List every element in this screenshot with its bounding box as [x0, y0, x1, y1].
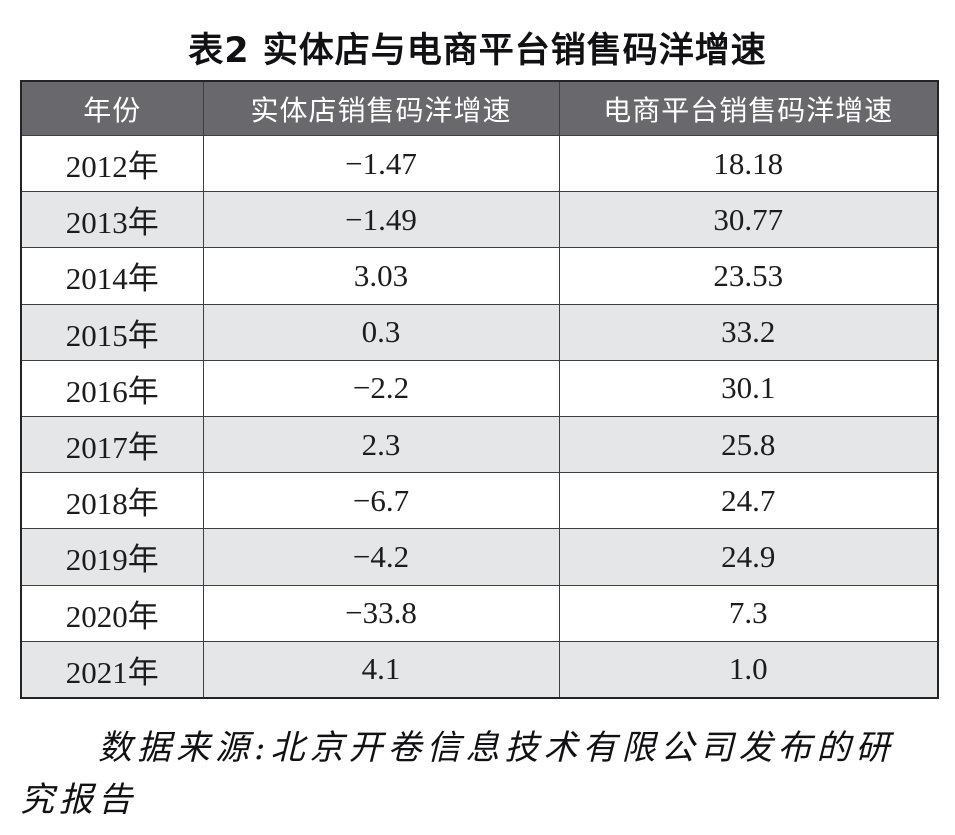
table-title: 表2 实体店与电商平台销售码洋增速	[188, 31, 767, 71]
table-row: 2021年 4.1 1.0	[20, 640, 939, 699]
ecommerce-growth-cell: 30.1	[558, 359, 939, 417]
year-cell: 2016年	[20, 359, 204, 417]
ecommerce-growth-cell: 24.9	[558, 528, 939, 586]
year-cell: 2012年	[20, 134, 204, 193]
year-cell: 2020年	[20, 584, 204, 642]
physical-store-growth-cell: −2.2	[202, 359, 560, 417]
table-row: 2014年 3.03 23.53	[20, 247, 939, 305]
table-row: 2017年 2.3 25.8	[20, 415, 939, 474]
physical-store-growth-cell: 0.3	[202, 303, 560, 361]
year-cell: 2019年	[20, 528, 204, 586]
physical-store-growth-cell: −1.47	[202, 134, 560, 193]
year-cell: 2017年	[20, 415, 204, 474]
table-row: 2012年 −1.47 18.18	[20, 134, 939, 193]
table-row: 2013年 −1.49 30.77	[20, 191, 939, 249]
table-row: 2018年 −6.7 24.7	[20, 472, 939, 530]
physical-store-growth-cell: −1.49	[202, 191, 560, 249]
table-row: 2015年 0.3 33.2	[20, 303, 939, 361]
year-cell: 2018年	[20, 472, 204, 530]
ecommerce-growth-cell: 18.18	[558, 134, 939, 193]
header-row: 年份 实体店销售码洋增速 电商平台销售码洋增速	[20, 80, 939, 136]
data-source-line-1: 数据来源:北京开卷信息技术有限公司发布的研	[98, 728, 895, 768]
physical-store-growth-cell: −4.2	[202, 528, 560, 586]
ecommerce-growth-cell: 30.77	[558, 191, 939, 249]
ecommerce-growth-cell: 33.2	[558, 303, 939, 361]
sales-growth-table: 年份 实体店销售码洋增速 电商平台销售码洋增速 2012年 −1.47 18.1…	[20, 80, 939, 699]
data-source-line-2: 究报告	[20, 780, 137, 820]
table-row: 2020年 −33.8 7.3	[20, 584, 939, 642]
physical-store-growth-cell: 4.1	[202, 640, 560, 699]
col-header-year: 年份	[20, 80, 204, 136]
year-cell: 2021年	[20, 640, 204, 699]
physical-store-growth-cell: 3.03	[202, 247, 560, 305]
ecommerce-growth-cell: 7.3	[558, 584, 939, 642]
table-row: 2019年 −4.2 24.9	[20, 528, 939, 586]
ecommerce-growth-cell: 1.0	[558, 640, 939, 699]
ecommerce-growth-cell: 25.8	[558, 415, 939, 474]
year-cell: 2013年	[20, 191, 204, 249]
physical-store-growth-cell: −6.7	[202, 472, 560, 530]
table-row: 2016年 −2.2 30.1	[20, 359, 939, 417]
year-cell: 2014年	[20, 247, 204, 305]
ecommerce-growth-cell: 24.7	[558, 472, 939, 530]
data-source-note: 数据来源:北京开卷信息技术有限公司发布的研 究报告	[20, 722, 945, 826]
physical-store-growth-cell: −33.8	[202, 584, 560, 642]
col-header-ecommerce-growth: 电商平台销售码洋增速	[558, 80, 939, 136]
ecommerce-growth-cell: 23.53	[558, 247, 939, 305]
physical-store-growth-cell: 2.3	[202, 415, 560, 474]
col-header-physical-store-growth: 实体店销售码洋增速	[202, 80, 560, 136]
year-cell: 2015年	[20, 303, 204, 361]
